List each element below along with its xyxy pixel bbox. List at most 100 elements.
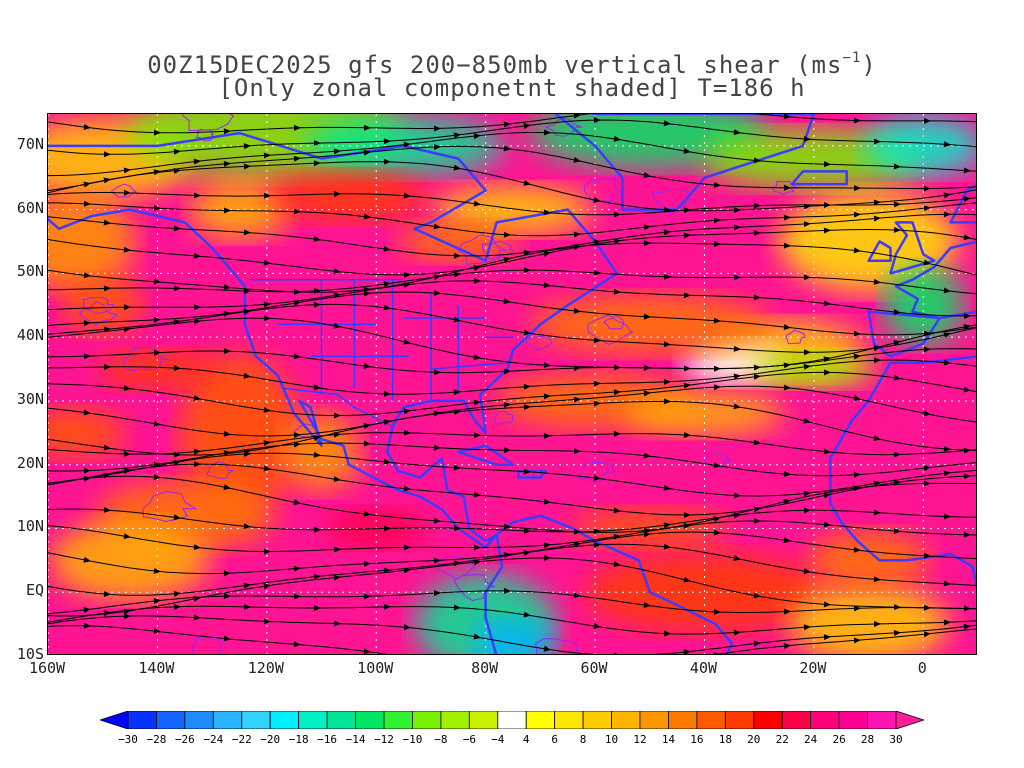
streamline-arrow xyxy=(923,185,931,192)
shear-shading xyxy=(48,114,976,654)
streamline-arrow xyxy=(923,465,931,472)
contour-0 xyxy=(493,410,514,425)
streamline-arrow xyxy=(853,485,861,492)
lat-label: 10N xyxy=(16,517,44,536)
border-11 xyxy=(283,387,393,428)
colorbar-box xyxy=(127,711,157,729)
streamline-arrow xyxy=(123,167,131,174)
streamline-arrow xyxy=(83,409,91,416)
streamline-arrow xyxy=(153,627,161,634)
streamline-arrow xyxy=(153,474,161,481)
streamline-arrow xyxy=(193,395,201,401)
streamline-arrow xyxy=(223,160,231,167)
streamline-arrow xyxy=(453,252,461,259)
streamline-arrow xyxy=(593,623,601,629)
streamline-arrow xyxy=(123,326,131,333)
streamline-arrow xyxy=(783,384,791,391)
colorbar-label: 26 xyxy=(832,733,846,746)
streamline-arrow xyxy=(853,546,861,553)
streamline-arrow xyxy=(753,373,761,380)
streamline-arrow xyxy=(333,322,341,329)
lat-label: 10S xyxy=(16,645,44,663)
streamline-arrow xyxy=(573,365,581,372)
colorbar-label: 24 xyxy=(804,733,818,746)
streamline-17 xyxy=(48,371,976,416)
streamline-arrow xyxy=(923,410,931,417)
streamline-arrow xyxy=(243,163,251,170)
streamline-3 xyxy=(48,145,976,192)
colorbar-label: 6 xyxy=(551,733,558,746)
streamline-arrow xyxy=(543,250,551,257)
streamline-arrow xyxy=(403,271,411,278)
streamline-arrow xyxy=(733,224,741,231)
streamline-30 xyxy=(48,590,976,615)
streamline-arrow xyxy=(643,364,651,371)
contour-23 xyxy=(110,183,138,198)
colorbar-max-arrow xyxy=(895,711,924,729)
streamline-arrow xyxy=(123,450,131,457)
streamline-arrow xyxy=(593,337,601,344)
streamline-arrow xyxy=(83,124,91,130)
streamline-arrow xyxy=(853,117,861,124)
streamline-arrow xyxy=(804,349,811,356)
streamline-arrow xyxy=(293,353,301,360)
streamlines xyxy=(48,114,976,654)
streamline-arrow xyxy=(473,559,481,566)
streamline-arrow xyxy=(263,152,271,159)
streamline-arrow xyxy=(613,135,621,142)
streamline-arrow xyxy=(613,430,621,437)
colorbar-box xyxy=(184,711,214,729)
colorbar-label: −20 xyxy=(260,733,281,746)
streamline-20 xyxy=(48,432,976,456)
streamline-arrow xyxy=(293,208,301,215)
contour-5 xyxy=(544,117,582,137)
streamline-arrow xyxy=(473,133,481,140)
streamline-arrow xyxy=(963,531,971,538)
streamline-arrow xyxy=(923,480,931,487)
streamline-arrow xyxy=(643,224,651,231)
colorbar-box xyxy=(241,711,271,729)
streamline-arrow xyxy=(523,249,531,256)
colorbar-label: −8 xyxy=(434,733,448,746)
streamline-arrow xyxy=(103,177,111,184)
streamline-arrow xyxy=(383,390,391,397)
streamline-arrow xyxy=(543,645,551,652)
streamline-arrow xyxy=(503,552,511,558)
streamline-arrow xyxy=(663,522,671,529)
streamline-arrow xyxy=(783,471,791,478)
streamline-arrow xyxy=(593,528,601,535)
streamline-arrow xyxy=(593,196,601,203)
streamline-arrow xyxy=(853,637,861,644)
streamline-arrow xyxy=(473,432,481,439)
streamline-arrow xyxy=(803,490,811,497)
streamline-arrow xyxy=(523,550,531,556)
streamline-arrow xyxy=(963,234,971,241)
streamline-arrow xyxy=(313,160,321,167)
streamline-arrow xyxy=(153,204,161,211)
colorbar-box xyxy=(753,711,783,729)
streamline-arrow xyxy=(263,440,271,447)
streamline-arrow xyxy=(643,390,651,397)
streamline-arrow xyxy=(873,480,881,487)
colorbar-label: 12 xyxy=(633,733,647,746)
streamline-arrow xyxy=(313,605,321,612)
streamline-arrow xyxy=(383,245,391,252)
streamline-arrow xyxy=(753,294,761,301)
streamline-arrow xyxy=(683,207,691,214)
streamline-arrow xyxy=(363,510,371,517)
streamline-arrow xyxy=(783,114,791,120)
streamline-arrow xyxy=(403,281,411,288)
streamline-arrow xyxy=(103,444,111,451)
contour-16 xyxy=(785,329,806,345)
colorbar-label: −16 xyxy=(317,733,338,746)
streamline-arrow xyxy=(593,380,601,387)
streamline-arrow xyxy=(223,450,231,457)
streamline-arrow xyxy=(453,132,461,139)
streamline-arrow xyxy=(733,274,741,281)
lon-label: 120W xyxy=(247,659,284,677)
streamline-arrow xyxy=(683,432,691,439)
streamline-arrow xyxy=(403,429,411,436)
streamline-arrow xyxy=(803,135,811,142)
streamline-arrow xyxy=(943,359,951,366)
streamline-arrow xyxy=(453,525,461,532)
